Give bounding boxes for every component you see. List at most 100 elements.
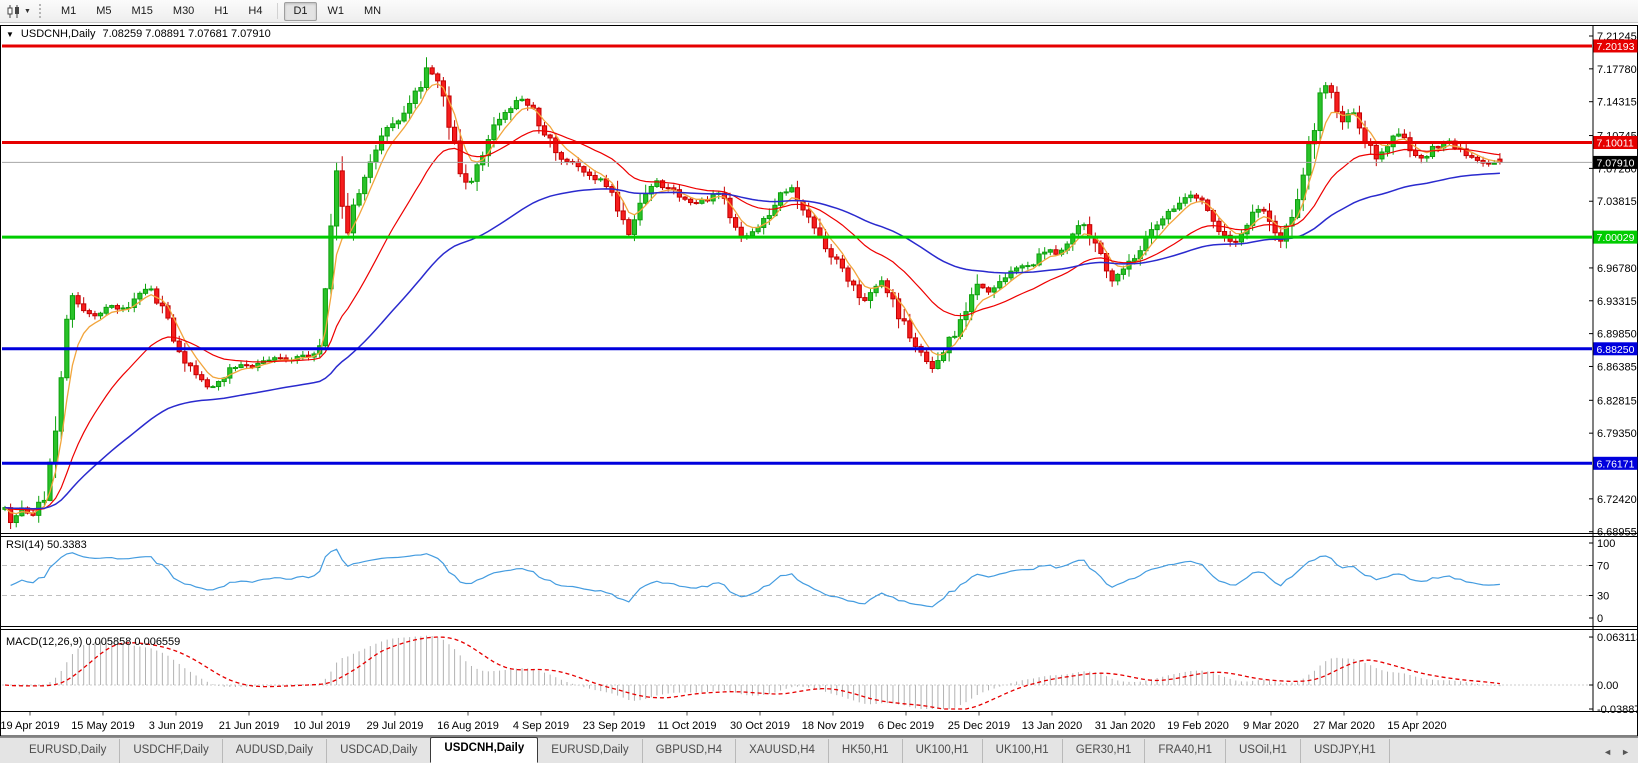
panel-borders <box>0 25 1638 737</box>
date-label: 16 Aug 2019 <box>437 720 499 732</box>
macd-histogram <box>21 635 1501 709</box>
chart-title: ▼ USDCNH,Daily 7.08259 7.08891 7.07681 7… <box>6 28 271 40</box>
timeframe-button-m30[interactable]: M30 <box>172 4 195 17</box>
ma-medium-line <box>4 129 1500 511</box>
candles-layer <box>2 57 1503 530</box>
rsi-axis[interactable]: 100 70 30 0 <box>1589 538 1615 625</box>
price-label-text: 6.88250 <box>1597 344 1635 356</box>
rsi-tick-label: 30 <box>1597 591 1609 603</box>
price-tick-label: 6.68955 <box>1597 527 1637 539</box>
date-label: 25 Dec 2019 <box>948 720 1010 732</box>
chart-menu-icon[interactable]: ▼ <box>6 29 14 39</box>
tab-xauusd-h4[interactable]: XAUUSD,H4 <box>736 739 829 763</box>
price-label-text: 7.07910 <box>1597 157 1635 169</box>
date-label: 11 Oct 2019 <box>657 720 716 732</box>
price-tick-label: 6.82815 <box>1597 395 1637 407</box>
price-label-6.88250: 6.88250 <box>1593 342 1638 356</box>
ma-fast-line <box>4 83 1500 515</box>
date-label: 31 Jan 2020 <box>1095 720 1156 732</box>
rsi-indicator-label: RSI(14) 50.3383 <box>6 539 87 551</box>
date-label: 3 Jun 2019 <box>149 720 203 732</box>
price-tick-label: 6.93315 <box>1597 296 1637 308</box>
rsi-panel[interactable] <box>2 548 1592 608</box>
ma-slow-line <box>4 172 1500 510</box>
date-label: 21 Jun 2019 <box>219 720 280 732</box>
price-label-text: 7.00029 <box>1597 232 1635 244</box>
chart-symbol-period: USDCNH,Daily <box>20 28 96 40</box>
tab-gbpusd-h4[interactable]: GBPUSD,H4 <box>643 739 737 763</box>
timeframe-button-group: M1 M5 M15 M30 H1 H4 D1 W1 MN <box>51 1 391 21</box>
rsi-tick-label: 70 <box>1597 561 1609 573</box>
timeframe-button-m5[interactable]: M5 <box>96 4 112 17</box>
date-label: 10 Jul 2019 <box>294 720 351 732</box>
time-axis[interactable]: 19 Apr 2019 15 May 2019 3 Jun 2019 21 Jun 2… <box>0 712 1447 732</box>
tab-usdcnh-daily[interactable]: USDCNH,Daily <box>430 737 539 763</box>
rsi-line <box>10 548 1500 608</box>
date-label: 29 Jul 2019 <box>367 720 424 732</box>
tab-usdjpy-h1[interactable]: USDJPY,H1 <box>1301 739 1390 763</box>
price-tick-label: 7.14315 <box>1597 97 1637 109</box>
price-label-7.10011: 7.10011 <box>1593 135 1638 149</box>
timeframe-button-m1[interactable]: M1 <box>60 4 77 17</box>
tab-scroll-controls: ◄ ► <box>1603 747 1638 763</box>
price-label-6.76171: 6.76171 <box>1593 456 1638 470</box>
date-label: 9 Mar 2020 <box>1243 720 1299 732</box>
tab-uk100-h1[interactable]: UK100,H1 <box>983 739 1063 763</box>
macd-panel[interactable] <box>2 635 1592 710</box>
date-label: 18 Nov 2019 <box>802 720 864 732</box>
toolbar: ▼ M1 M5 M15 M30 H1 H4 D1 W1 MN <box>0 0 1638 23</box>
price-label-text: 7.10011 <box>1597 137 1634 149</box>
toolbar-separator <box>277 3 279 19</box>
candlestick-glyph <box>7 4 19 18</box>
macd-tick-label: 0.00 <box>1597 680 1618 692</box>
toolbar-grip <box>38 4 44 18</box>
timeframe-button-h1[interactable]: H1 <box>214 4 229 17</box>
macd-indicator-label: MACD(12,26,9) 0.005858 0.006559 <box>6 636 181 648</box>
chart-type-icon[interactable] <box>5 3 23 19</box>
tab-audusd-daily[interactable]: AUDUSD,Daily <box>223 739 328 763</box>
date-label: 19 Apr 2019 <box>0 720 59 732</box>
tab-fra40-h1[interactable]: FRA40,H1 <box>1145 739 1226 763</box>
date-label: 15 May 2019 <box>71 720 135 732</box>
macd-tick-label: 0.063113 <box>1597 632 1638 644</box>
tab-eurusd-daily[interactable]: EURUSD,Daily <box>16 739 121 763</box>
chart-type-dropdown-icon[interactable]: ▼ <box>24 7 31 15</box>
macd-tick-label: -0.038872 <box>1597 704 1638 716</box>
price-tick-label: 6.96780 <box>1597 263 1637 275</box>
main-plot-area[interactable] <box>2 57 1503 530</box>
rsi-tick-label: 100 <box>1597 538 1615 550</box>
date-label: 23 Sep 2019 <box>583 720 645 732</box>
date-label: 15 Apr 2020 <box>1387 720 1446 732</box>
tab-usdchf-daily[interactable]: USDCHF,Daily <box>120 739 223 763</box>
tab-scroll-left-icon[interactable]: ◄ <box>1603 747 1613 757</box>
price-label-text: 6.76171 <box>1597 458 1635 470</box>
timeframe-button-d1[interactable]: D1 <box>284 1 317 21</box>
rsi-tick-label: 0 <box>1597 613 1603 625</box>
tab-usoil-h1[interactable]: USOil,H1 <box>1226 739 1301 763</box>
timeframe-button-m15[interactable]: M15 <box>131 4 153 17</box>
price-tick-label: 6.86385 <box>1597 361 1637 373</box>
macd-axis[interactable]: 0.063113 0.00 -0.038872 <box>1589 632 1638 716</box>
tab-ger30-h1[interactable]: GER30,H1 <box>1063 739 1146 763</box>
macd-signal-line <box>4 636 1501 710</box>
tab-uk100-h1[interactable]: UK100,H1 <box>903 739 983 763</box>
price-label-7.20193: 7.20193 <box>1593 39 1638 53</box>
timeframe-button-mn[interactable]: MN <box>364 4 382 17</box>
date-label: 6 Dec 2019 <box>878 720 934 732</box>
timeframe-button-h4[interactable]: H4 <box>248 4 263 17</box>
tab-hk50-h1[interactable]: HK50,H1 <box>829 739 903 763</box>
date-label: 27 Mar 2020 <box>1313 720 1375 732</box>
price-label-text: 7.20193 <box>1597 41 1635 53</box>
timeframe-button-w1[interactable]: W1 <box>327 4 345 17</box>
date-label: 30 Oct 2019 <box>730 720 790 732</box>
tab-usdcad-daily[interactable]: USDCAD,Daily <box>327 739 432 763</box>
date-label: 19 Feb 2020 <box>1167 720 1229 732</box>
hlines-layer <box>2 44 1592 465</box>
price-label-7.07910: 7.07910 <box>1593 155 1638 169</box>
tab-eurusd-daily[interactable]: EURUSD,Daily <box>538 739 643 763</box>
tab-scroll-right-icon[interactable]: ► <box>1621 747 1630 757</box>
date-label: 13 Jan 2020 <box>1022 720 1083 732</box>
price-label-7.00029: 7.00029 <box>1593 230 1638 244</box>
